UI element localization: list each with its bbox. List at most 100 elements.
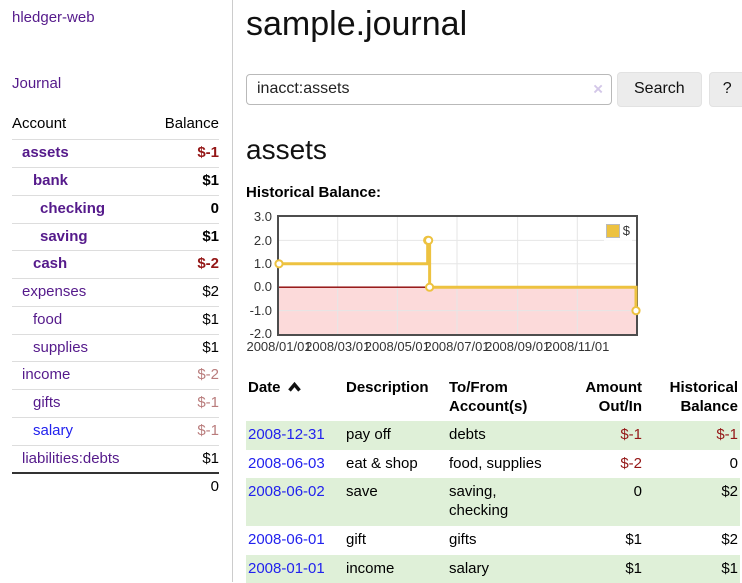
account-link-expenses[interactable]: expenses	[22, 283, 86, 300]
transaction-date-link[interactable]: 2008-06-01	[248, 531, 325, 548]
register-col-amount: Amount Out/In	[551, 375, 644, 421]
accounts-total: 0	[150, 473, 219, 501]
account-balance: $-1	[150, 390, 219, 418]
register-row: 2008-12-31 pay off debts $-1 $-1	[246, 421, 740, 450]
transaction-accounts: food, supplies	[447, 450, 551, 479]
account-link-liabilities-debts[interactable]: liabilities:debts	[22, 450, 120, 467]
transaction-description: pay off	[344, 421, 447, 450]
transaction-date-link[interactable]: 2008-12-31	[248, 426, 325, 443]
y-tick-label: 1.0	[238, 256, 272, 272]
account-balance: 0	[150, 195, 219, 223]
sidebar: hledger-web Journal Account Balance asse…	[0, 0, 233, 582]
account-link-salary[interactable]: salary	[33, 422, 73, 439]
transaction-amount: $-2	[551, 450, 644, 479]
account-row: supplies $1	[12, 334, 219, 362]
register-col-balance: Historical Balance	[644, 375, 740, 421]
account-balance: $1	[150, 334, 219, 362]
transaction-amount: 0	[551, 478, 644, 526]
legend-swatch-icon	[606, 224, 620, 238]
account-row: liabilities:debts $1	[12, 445, 219, 473]
transaction-balance: $2	[644, 478, 740, 526]
account-row: saving $1	[12, 223, 219, 251]
account-balance: $1	[150, 445, 219, 473]
account-link-gifts[interactable]: gifts	[33, 394, 61, 411]
register-col-accounts: To/From Account(s)	[447, 375, 551, 421]
account-balance: $2	[150, 279, 219, 307]
x-tick-label: 2008/11/01	[545, 339, 609, 355]
accounts-col-balance: Balance	[150, 113, 219, 140]
account-row: expenses $2	[12, 279, 219, 307]
account-link-food[interactable]: food	[33, 311, 62, 328]
account-balance: $-2	[150, 362, 219, 390]
account-row: income $-2	[12, 362, 219, 390]
register-row: 2008-06-02 save saving, checking 0 $2	[246, 478, 740, 526]
transaction-description: gift	[344, 526, 447, 555]
transaction-accounts: salary	[447, 555, 551, 583]
account-link-assets[interactable]: assets	[22, 144, 69, 161]
x-tick-label: 2008/09/01	[485, 339, 550, 355]
y-tick-label: 0.0	[238, 279, 272, 295]
y-tick-label: 3.0	[238, 209, 272, 225]
account-balance: $-1	[150, 140, 219, 168]
brand-link[interactable]: hledger-web	[12, 9, 95, 28]
transaction-balance: $-1	[644, 421, 740, 450]
register-row: 2008-06-03 eat & shop food, supplies $-2…	[246, 450, 740, 479]
accounts-col-account: Account	[12, 113, 150, 140]
transaction-accounts: gifts	[447, 526, 551, 555]
register-col-date[interactable]: Date	[246, 375, 344, 421]
register-table: Date Description To/From Account(s) Amou…	[246, 375, 740, 583]
legend-label: $	[623, 223, 630, 239]
chart-title: Historical Balance:	[246, 184, 742, 203]
transaction-date-link[interactable]: 2008-06-02	[248, 483, 325, 500]
account-link-cash[interactable]: cash	[33, 255, 67, 272]
account-row: salary $-1	[12, 417, 219, 445]
chart-legend: $	[604, 222, 632, 240]
account-row: cash $-2	[12, 251, 219, 279]
account-balance: $1	[150, 223, 219, 251]
account-link-supplies[interactable]: supplies	[33, 339, 88, 356]
x-tick-label: 2008/01/01	[246, 339, 311, 355]
account-link-saving[interactable]: saving	[40, 228, 88, 245]
account-balance: $-1	[150, 417, 219, 445]
account-row: gifts $-1	[12, 390, 219, 418]
sidebar-item-journal[interactable]: Journal	[12, 75, 61, 92]
account-row: food $1	[12, 306, 219, 334]
y-tick-label: 2.0	[238, 233, 272, 249]
y-tick-label: -1.0	[238, 303, 272, 319]
search-button[interactable]: Search	[617, 72, 702, 107]
account-link-income[interactable]: income	[22, 366, 70, 383]
register-row: 2008-06-01 gift gifts $1 $2	[246, 526, 740, 555]
search-input[interactable]	[246, 74, 612, 105]
x-tick-label: 2008/03/01	[305, 339, 370, 355]
search-form: × Search ?	[246, 72, 742, 107]
transaction-balance: $1	[644, 555, 740, 583]
register-col-description: Description	[344, 375, 447, 421]
transaction-amount: $1	[551, 526, 644, 555]
transaction-date-link[interactable]: 2008-01-01	[248, 560, 325, 577]
account-row: checking 0	[12, 195, 219, 223]
account-heading: assets	[246, 132, 742, 167]
x-tick-label: 2008/07/01	[424, 339, 489, 355]
account-balance: $-2	[150, 251, 219, 279]
account-link-checking[interactable]: checking	[40, 200, 105, 217]
help-button[interactable]: ?	[709, 72, 742, 107]
transaction-description: income	[344, 555, 447, 583]
transaction-description: eat & shop	[344, 450, 447, 479]
register-row: 2008-01-01 income salary $1 $1	[246, 555, 740, 583]
transaction-accounts: saving, checking	[447, 478, 551, 526]
transaction-date-link[interactable]: 2008-06-03	[248, 455, 325, 472]
account-balance: $1	[150, 306, 219, 334]
accounts-table: Account Balance assets $-1 bank $1 checkin…	[12, 113, 219, 502]
accounts-total-row: 0	[12, 473, 219, 501]
page-title: sample.journal	[246, 3, 742, 46]
transaction-description: save	[344, 478, 447, 526]
account-link-bank[interactable]: bank	[33, 172, 68, 189]
transaction-balance: $2	[644, 526, 740, 555]
x-tick-label: 2008/05/01	[365, 339, 430, 355]
clear-search-icon[interactable]: ×	[593, 78, 603, 99]
account-row: assets $-1	[12, 140, 219, 168]
